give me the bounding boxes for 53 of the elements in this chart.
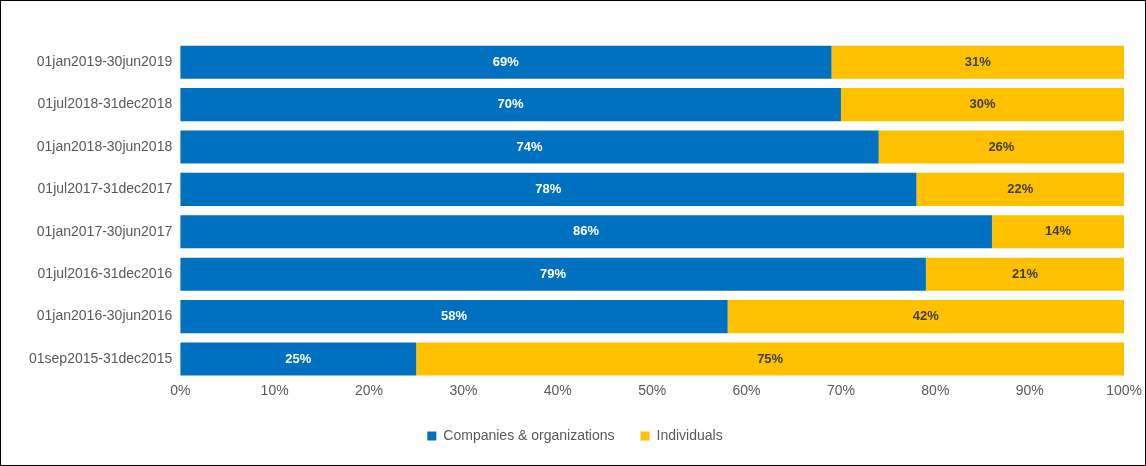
data-label: 21% <box>1011 265 1039 281</box>
data-label: 25% <box>285 350 312 366</box>
y-tick-label: 01jan2019-30jun2019 <box>36 53 173 70</box>
x-tick-label: 30% <box>449 382 478 399</box>
bar <box>916 172 1125 206</box>
data-label: 69% <box>492 53 520 69</box>
legend-label: Individuals <box>656 426 723 443</box>
y-tick-label: 01jul2016-31dec2016 <box>37 265 173 282</box>
bar <box>727 300 1125 334</box>
x-tick-label: 50% <box>638 382 667 399</box>
bar <box>925 257 1125 291</box>
bar <box>180 172 917 206</box>
x-tick-label: 40% <box>543 382 572 399</box>
data-label: 14% <box>1045 223 1072 239</box>
x-tick-label: 100% <box>1106 382 1142 399</box>
y-tick-label: 01jan2017-30jun2017 <box>36 222 173 239</box>
x-tick-label: 10% <box>260 382 289 399</box>
x-tick-label: 20% <box>355 382 384 399</box>
data-label: 26% <box>988 138 1015 154</box>
x-tick-label: 90% <box>1015 382 1044 399</box>
data-label: 78% <box>535 180 562 196</box>
bar <box>991 215 1125 249</box>
bar <box>180 45 832 79</box>
x-tick-label: 80% <box>921 382 950 399</box>
y-tick-label: 01sep2015-31dec2015 <box>28 349 173 366</box>
bar <box>180 300 728 334</box>
data-label: 31% <box>964 53 992 69</box>
data-label: 86% <box>573 223 600 239</box>
data-label: 22% <box>1007 180 1034 196</box>
data-label: 70% <box>497 96 525 112</box>
bar <box>878 130 1125 164</box>
bar <box>180 130 879 164</box>
x-tick-label: 0% <box>170 382 191 399</box>
data-label: 58% <box>440 308 468 324</box>
data-label: 79% <box>540 265 567 281</box>
bar <box>180 215 992 249</box>
bar <box>831 45 1125 79</box>
bar <box>180 257 926 291</box>
data-label: 30% <box>969 96 996 112</box>
y-tick-label: 01jan2018-30jun2018 <box>36 137 173 154</box>
y-tick-label: 01jan2016-30jun2016 <box>36 307 173 324</box>
bar <box>840 88 1125 122</box>
y-tick-label: 01jul2017-31dec2017 <box>37 180 173 197</box>
data-label: 74% <box>516 138 543 154</box>
data-label: 42% <box>912 308 940 324</box>
data-label: 75% <box>757 350 784 366</box>
bar <box>180 88 841 122</box>
x-tick-label: 60% <box>732 382 761 399</box>
y-tick-label: 01jul2018-31dec2018 <box>37 95 173 112</box>
bar <box>180 342 417 376</box>
x-tick-label: 70% <box>826 382 855 399</box>
legend-label: Companies & organizations <box>443 426 615 443</box>
bar <box>416 342 1125 376</box>
